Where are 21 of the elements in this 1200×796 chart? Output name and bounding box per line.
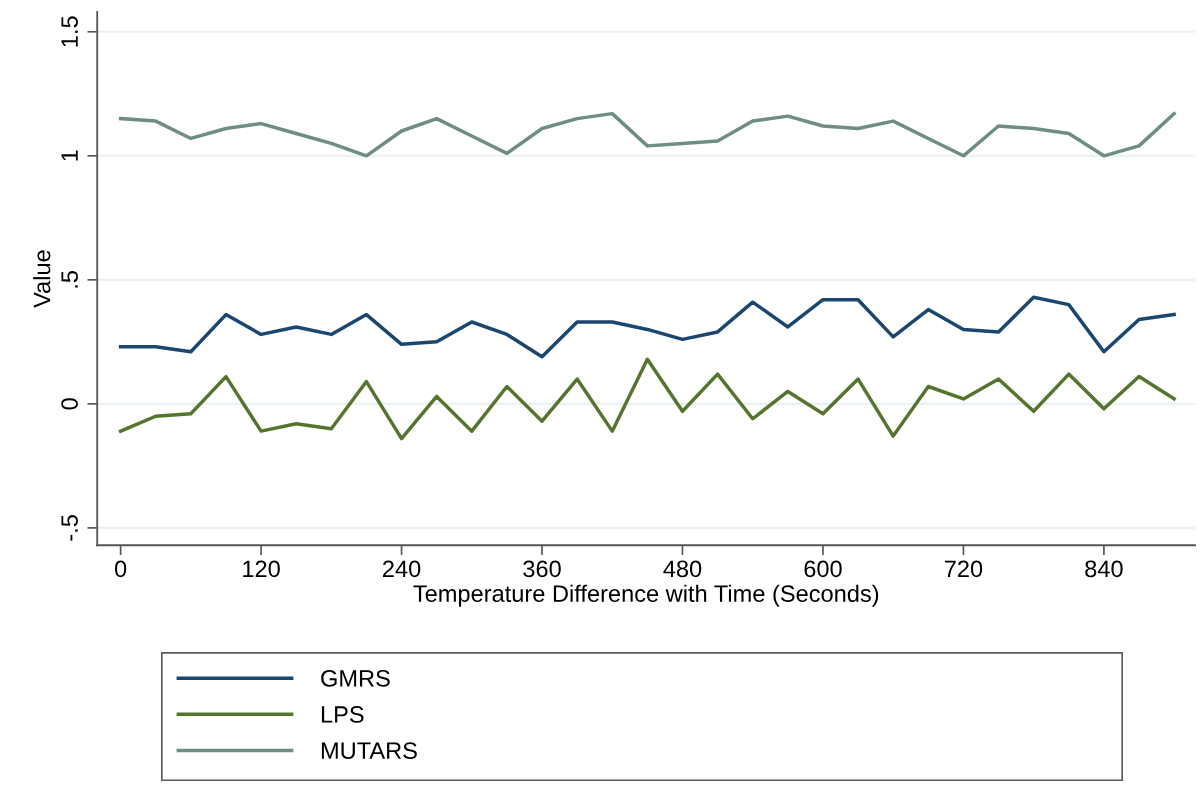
line-series — [118, 111, 1176, 158]
y-tick-label: .5 — [61, 270, 78, 288]
y-tick-label: 1 — [61, 150, 78, 161]
x-axis-title: Temperature Difference with Time (Seconds) — [413, 584, 879, 607]
x-tick-label: 840 — [1085, 560, 1123, 578]
x-tick-label: 480 — [663, 560, 702, 578]
y-tick-label: -.5 — [61, 515, 78, 541]
x-tick-label: 120 — [243, 560, 280, 578]
line-series — [118, 357, 1176, 441]
x-tick-label: 600 — [804, 560, 842, 578]
y-axis-title: Value — [33, 250, 51, 308]
y-tick-label: 0 — [61, 398, 78, 410]
legend-label: LPS — [321, 706, 364, 723]
x-tick-label: 240 — [383, 560, 421, 578]
x-tick-label: 0 — [114, 560, 127, 578]
x-tick-label: 720 — [944, 560, 983, 578]
legend-label: GMRS — [321, 669, 390, 687]
legend-label: MUTARS — [321, 742, 417, 760]
y-tick-label: 1.5 — [61, 16, 78, 47]
x-tick-label: 360 — [523, 560, 561, 578]
line-series — [118, 295, 1176, 359]
